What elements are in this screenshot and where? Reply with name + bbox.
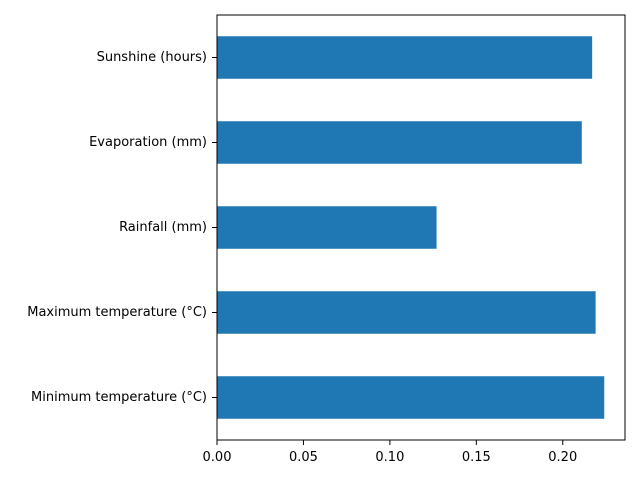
bar-3 xyxy=(217,121,582,164)
plot-frame xyxy=(216,14,626,441)
bar-0 xyxy=(217,376,605,419)
y-tick-label-0: Minimum temperature (°C) xyxy=(31,390,207,405)
x-tick-label-0: 0.00 xyxy=(203,450,232,465)
y-tick-label-2: Rainfall (mm) xyxy=(119,220,207,235)
bar-2 xyxy=(217,206,437,249)
bar-1 xyxy=(217,291,596,334)
y-tick-label-4: Sunshine (hours) xyxy=(97,50,207,65)
x-tick-label-3: 0.15 xyxy=(462,450,491,465)
x-tick-label-4: 0.20 xyxy=(548,450,577,465)
bar-4 xyxy=(217,36,593,79)
y-tick-label-3: Evaporation (mm) xyxy=(89,135,207,150)
y-axis-ticks: Minimum temperature (°C) Maximum temperat… xyxy=(27,50,217,405)
x-axis-ticks: 0.00 0.05 0.10 0.15 0.20 xyxy=(203,440,577,465)
x-tick-label-2: 0.10 xyxy=(375,450,404,465)
y-tick-label-1: Maximum temperature (°C) xyxy=(27,305,207,320)
x-tick-label-1: 0.05 xyxy=(289,450,318,465)
bars-group xyxy=(217,36,605,419)
